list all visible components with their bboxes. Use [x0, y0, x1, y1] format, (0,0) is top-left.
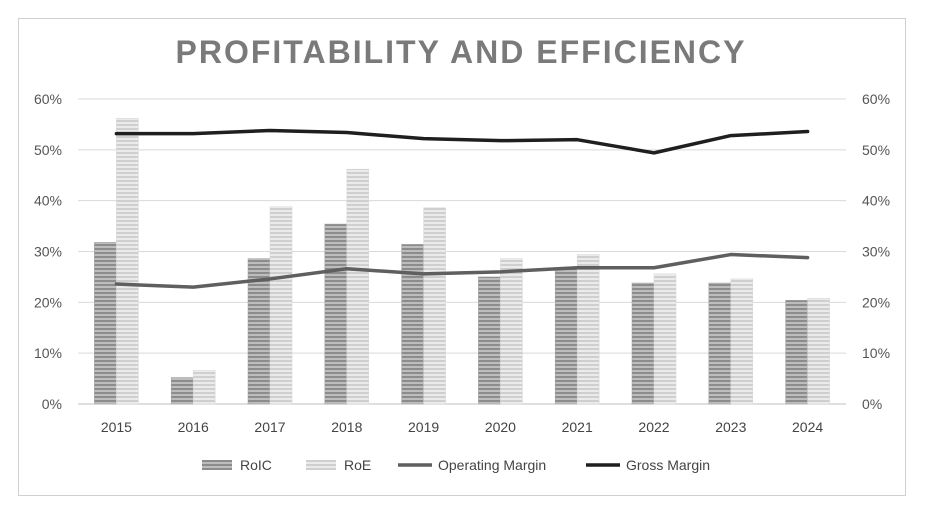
bar-roe [116, 118, 139, 405]
x-axis: 2015 2016 2017 2018 2019 2020 2021 2022 2023 2024 [101, 419, 824, 435]
line-operating-margin [114, 252, 810, 289]
legend-label-gross-margin: Gross Margin [626, 457, 710, 473]
legend-swatch-roe [306, 460, 336, 470]
y-tick-label-right: 40% [862, 193, 890, 209]
x-tick-label: 2024 [792, 419, 823, 435]
bar-roe [730, 278, 754, 405]
y-tick-label-right: 50% [862, 142, 890, 158]
legend-label-roic: RoIC [240, 457, 272, 473]
bar-roe [653, 273, 677, 405]
y-tick-label-left: 0% [42, 396, 62, 412]
bar-series [94, 118, 830, 405]
x-tick-label: 2023 [715, 419, 746, 435]
y-tick-label-right: 20% [862, 294, 890, 310]
y-tick-label-left: 40% [34, 193, 62, 209]
x-tick-label: 2016 [178, 419, 209, 435]
bar-roe [192, 370, 216, 405]
y-tick-label-right: 10% [862, 345, 890, 361]
y-tick-label-right: 60% [862, 91, 890, 107]
bar-roic [554, 268, 578, 405]
line-gross-margin [114, 128, 810, 155]
bar-roic [631, 282, 655, 405]
x-tick-label: 2022 [638, 419, 669, 435]
x-tick-label: 2019 [408, 419, 439, 435]
bar-roic [94, 242, 117, 405]
y-tick-label-left: 20% [34, 294, 62, 310]
y-tick-label-right: 30% [862, 244, 890, 260]
bar-roic [324, 223, 348, 405]
bar-roe [807, 298, 830, 405]
legend: RoIC RoE Operating Margin Gross Margin [202, 457, 710, 473]
y-tick-label-right: 0% [862, 396, 882, 412]
y-tick-label-left: 60% [34, 91, 62, 107]
y-axis-right: 0% 10% 20% 30% 40% 50% 60% [862, 91, 890, 412]
chart-title: PROFITABILITY AND EFFICIENCY [176, 34, 747, 70]
bar-roe [269, 206, 293, 405]
legend-label-operating-margin: Operating Margin [438, 457, 546, 473]
bar-roic [478, 276, 501, 405]
bar-roic [401, 244, 424, 405]
x-tick-label: 2018 [331, 419, 362, 435]
bar-roe [423, 207, 446, 405]
x-tick-label: 2020 [485, 419, 516, 435]
bar-roic [708, 282, 732, 405]
bar-roe [576, 254, 600, 405]
y-tick-label-left: 50% [34, 142, 62, 158]
x-tick-label: 2015 [101, 419, 132, 435]
bar-roe [500, 258, 523, 405]
legend-label-roe: RoE [344, 457, 371, 473]
y-axis-left: 0% 10% 20% 30% 40% 50% 60% [34, 91, 62, 412]
line-series [114, 128, 810, 289]
bar-roe [346, 168, 370, 405]
bar-roic [170, 377, 194, 405]
bar-roic [785, 300, 808, 405]
x-tick-label: 2021 [562, 419, 593, 435]
y-tick-label-left: 10% [34, 345, 62, 361]
legend-swatch-roic [202, 460, 232, 470]
y-tick-label-left: 30% [34, 244, 62, 260]
x-tick-label: 2017 [254, 419, 285, 435]
